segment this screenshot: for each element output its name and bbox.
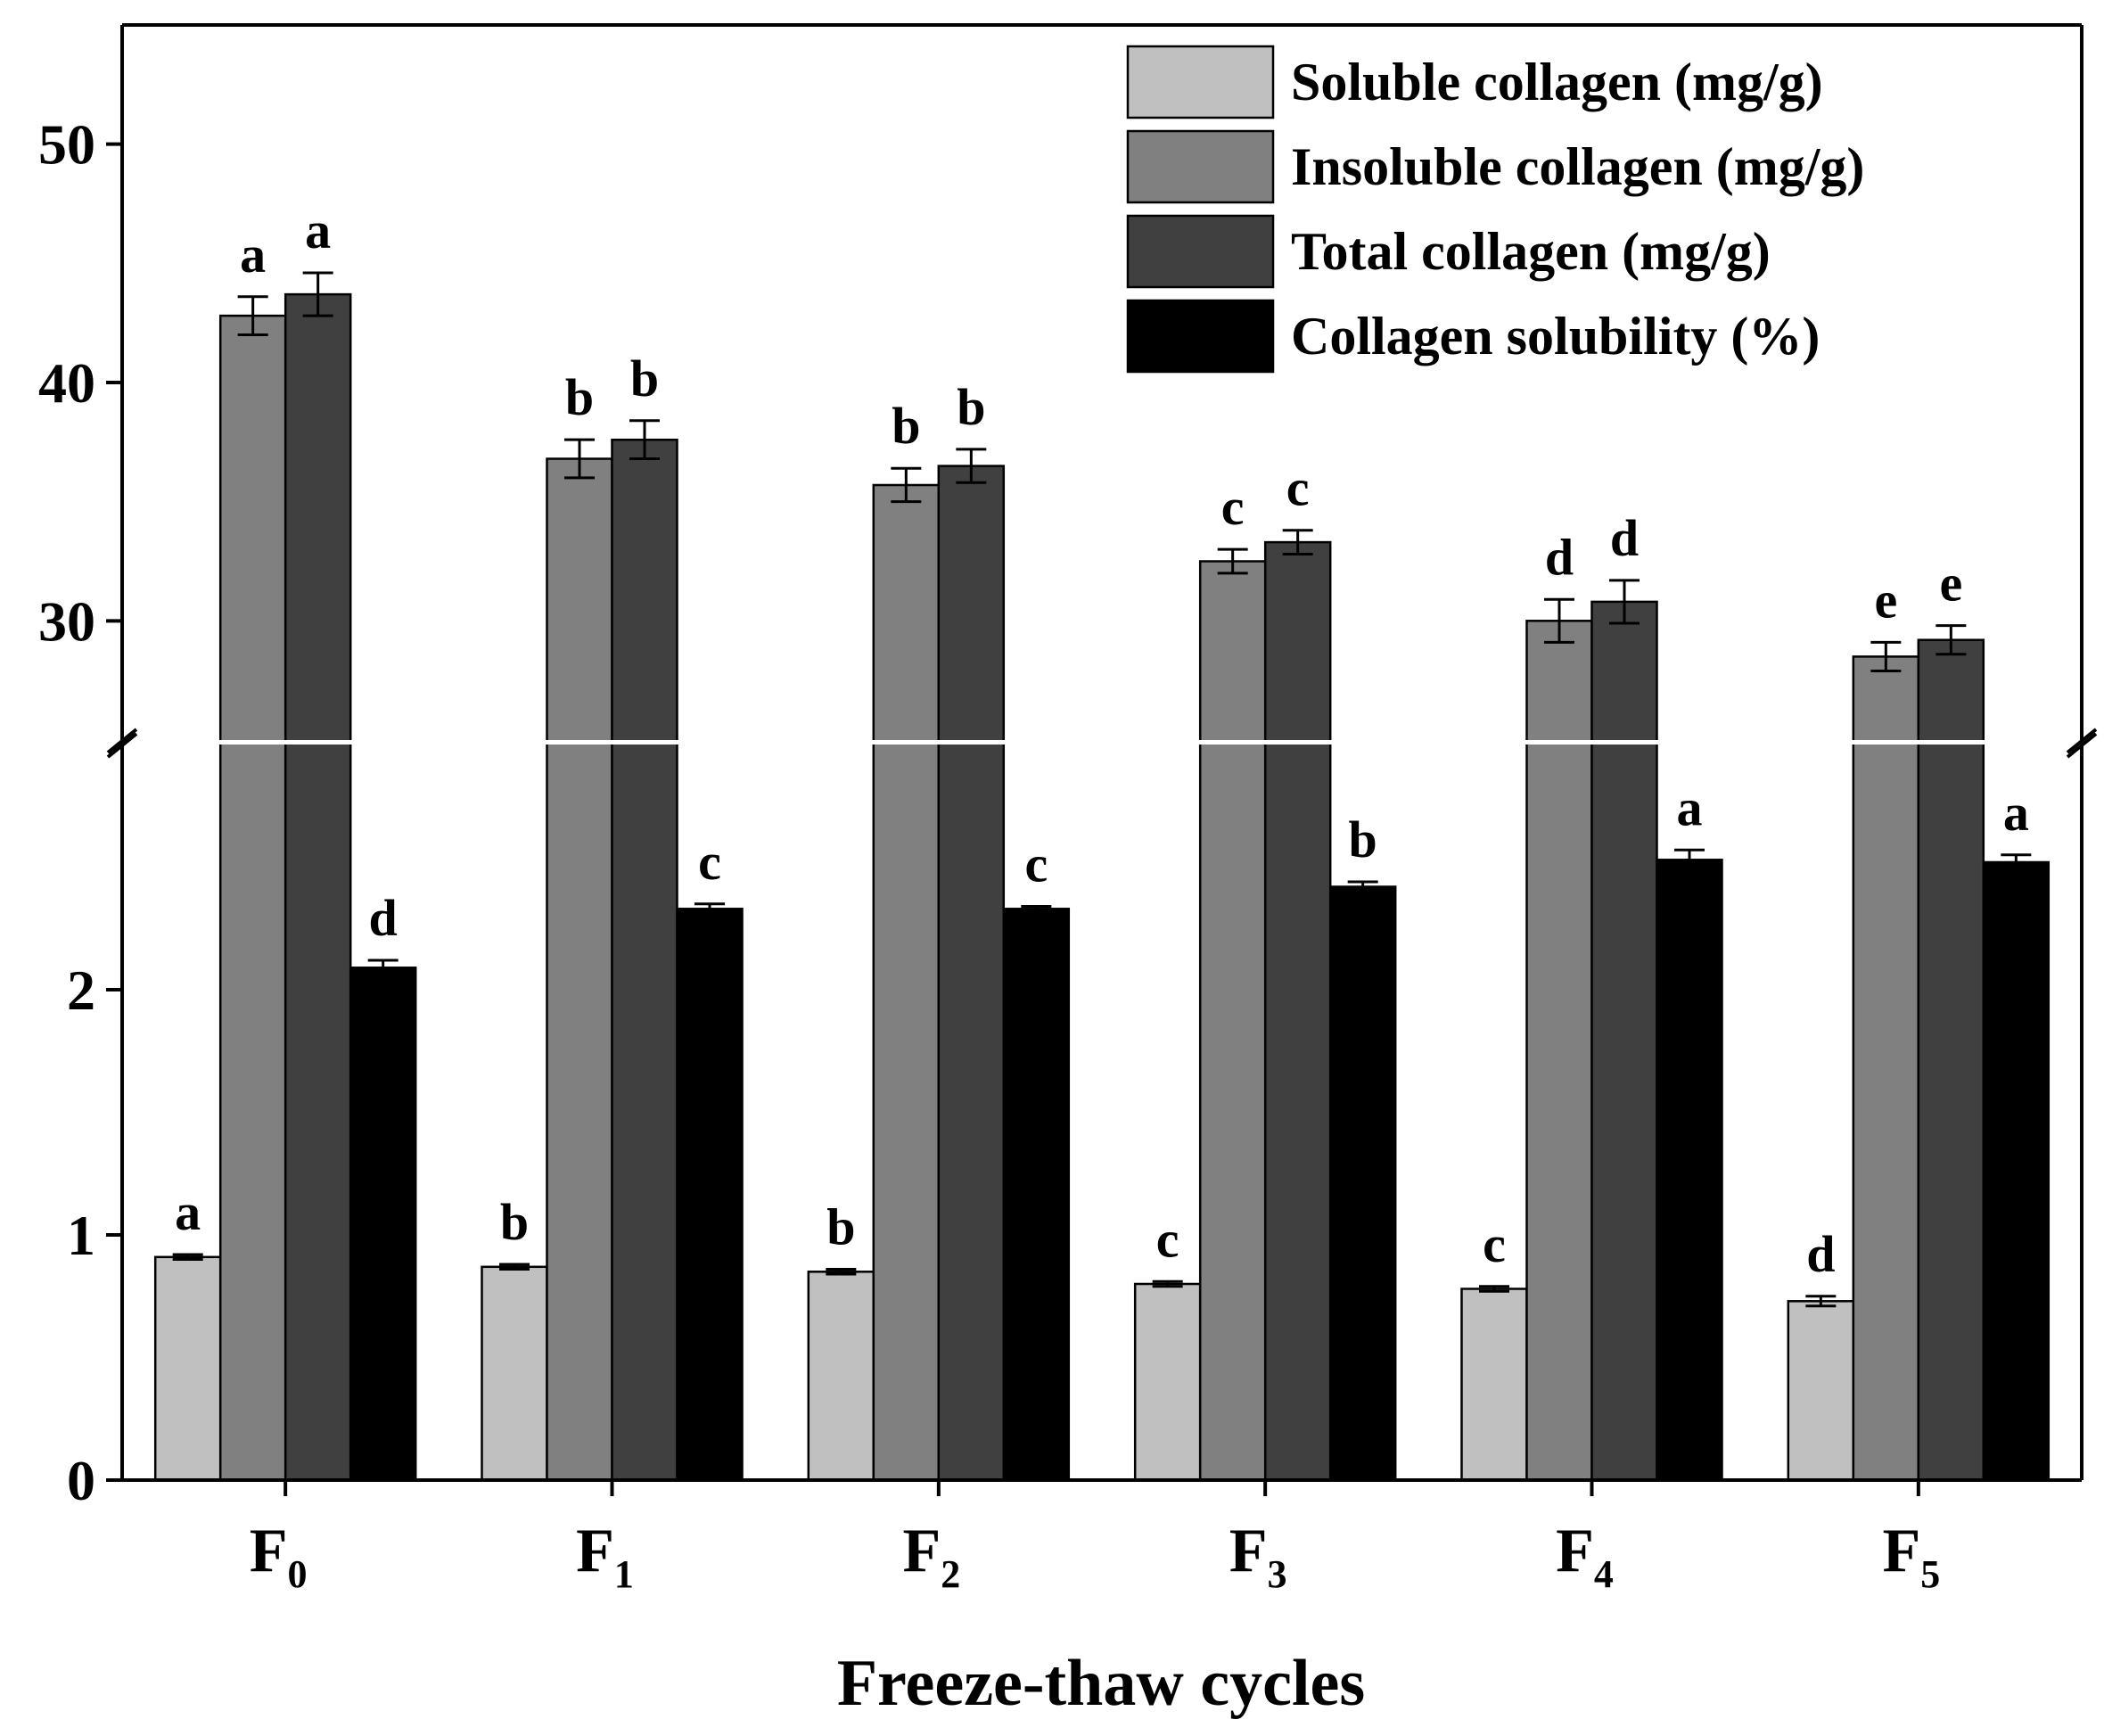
legend-swatch [1126,45,1275,119]
significance-label: e [1939,555,1962,613]
significance-label: d [1545,528,1574,586]
bar [611,438,678,1482]
significance-label: d [1610,509,1639,567]
bar [1002,908,1071,1482]
significance-label: e [1874,571,1897,629]
significance-label: d [369,889,398,947]
x-tick-label: F0 [250,1517,308,1596]
axis-break-mark [2066,732,2098,759]
bar [676,908,744,1482]
legend-label: Insoluble collagen (mg/g) [1291,137,1864,196]
significance-label: a [175,1183,201,1241]
x-tick-label: F4 [1556,1517,1614,1596]
bar [1198,560,1267,1482]
significance-label: a [240,226,266,284]
significance-label: c [1221,478,1245,536]
significance-label: b [892,397,920,455]
legend-swatch [1126,214,1275,289]
x-tick-subscript: 5 [1920,1552,1940,1596]
significance-label: b [826,1198,855,1256]
y-tick-label: 40 [38,351,95,415]
significance-label: b [957,378,985,436]
bar [1263,540,1332,1482]
significance-label: c [1156,1210,1179,1268]
axis-break-mark [106,728,138,754]
x-tick-label: F3 [1229,1517,1287,1596]
bar [349,967,417,1482]
x-tick-subscript: 1 [614,1552,634,1596]
bar [1852,655,1920,1482]
bar [1982,860,2051,1482]
y-tick-label: 30 [38,589,95,653]
bar [153,1255,222,1482]
significance-label: a [1677,778,1703,836]
legend-swatch [1126,299,1275,374]
legend: Soluble collagen (mg/g) Insoluble collage… [1126,45,1864,374]
bar [218,314,287,1482]
bar [1590,600,1658,1482]
significance-label: b [565,368,594,426]
bar [1133,1282,1202,1482]
bar [1787,1300,1855,1482]
x-tick-label: F5 [1882,1517,1940,1596]
significance-label: a [2003,784,2029,842]
significance-label: b [500,1193,529,1251]
bar [1656,859,1723,1482]
bar [937,465,1006,1482]
legend-label: Soluble collagen (mg/g) [1291,53,1823,111]
bar [872,483,941,1482]
legend-swatch [1126,129,1275,204]
x-axis-title: Freeze-thaw cycles [837,1647,1365,1720]
significance-label: c [1286,459,1310,517]
error-bars-layer [172,271,2032,1308]
bar [546,457,613,1482]
significance-label: c [1024,835,1048,893]
significance-label: c [698,833,721,891]
legend-label: Total collagen (mg/g) [1291,222,1771,281]
y-tick-label: 2 [67,959,95,1022]
bar [481,1265,548,1482]
y-tick-label: 0 [67,1449,95,1512]
x-tick-label: F1 [576,1517,634,1596]
x-tick-subscript: 3 [1268,1552,1287,1596]
bar [1525,620,1593,1482]
bar [807,1271,875,1482]
x-tick-subscript: 0 [288,1552,308,1596]
x-tick-subscript: 4 [1594,1552,1614,1596]
axis-break-mark [2066,728,2098,754]
x-tick-subscript: 2 [941,1552,960,1596]
significance-label: a [305,202,331,259]
bar [1460,1288,1528,1482]
x-tick-label: F2 [902,1517,960,1596]
significance-label: b [630,350,659,407]
y-tick-label: 1 [67,1204,95,1267]
y-tick-label: 50 [38,113,95,177]
bar [1328,885,1397,1482]
bar [1917,638,1985,1482]
significance-label: b [1349,810,1377,868]
axis-break-mark [106,732,138,759]
bars-layer [153,292,2051,1482]
significance-label: d [1806,1225,1835,1283]
bar [284,292,352,1482]
legend-label: Collagen solubility (%) [1291,307,1820,366]
axis-break-band [124,740,2080,745]
significance-label: c [1483,1215,1506,1273]
